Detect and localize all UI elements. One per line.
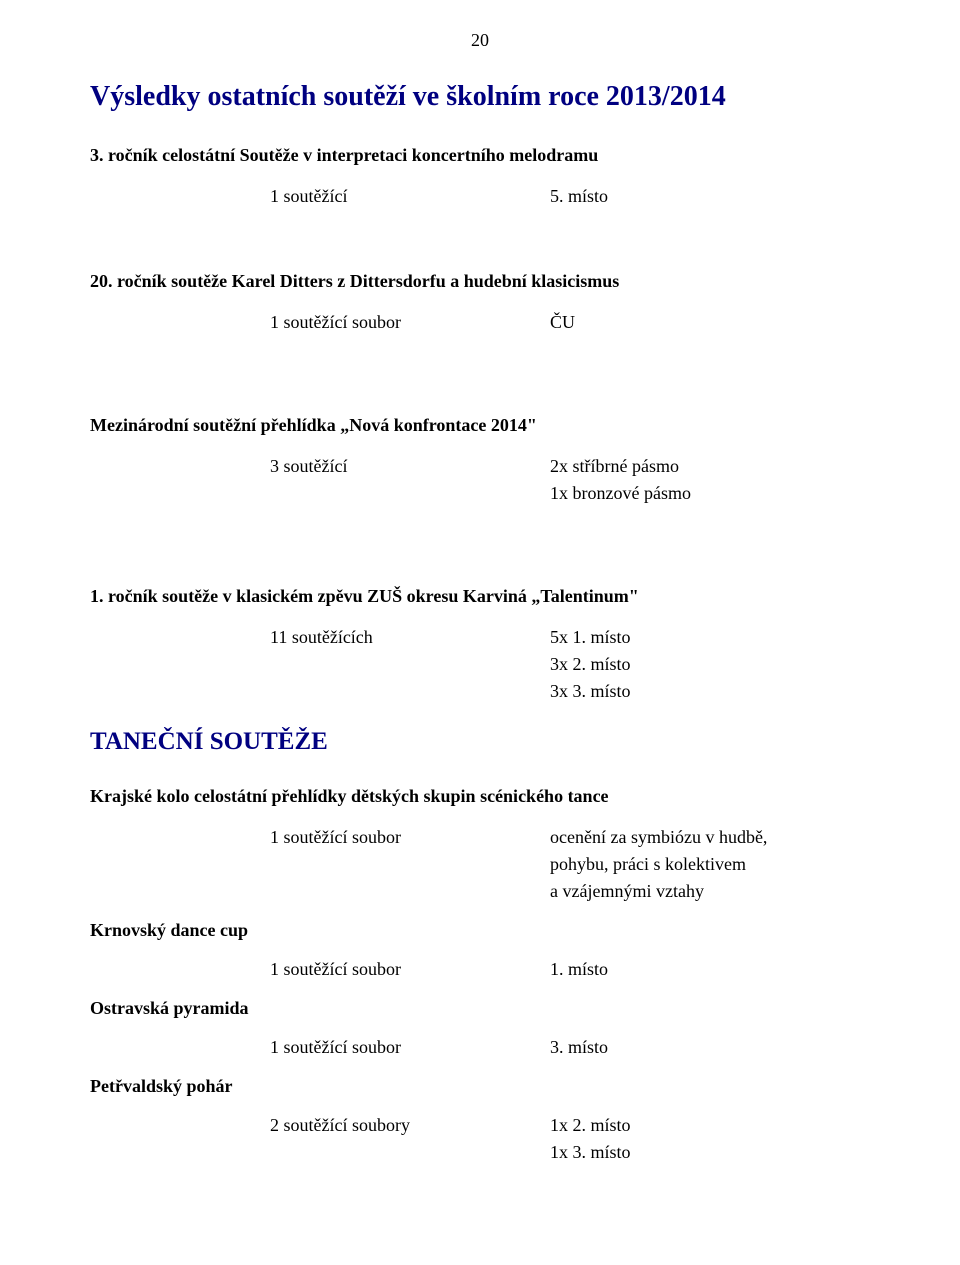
dance4-title: Petřvaldský pohár	[90, 1076, 870, 1097]
dance2-title: Krnovský dance cup	[90, 920, 870, 941]
comp1-row: 1 soutěžící 5. místo	[270, 186, 870, 207]
page-number: 20	[90, 30, 870, 51]
main-title: Výsledky ostatních soutěží ve školním ro…	[90, 81, 870, 113]
comp2-result: ČU	[550, 312, 870, 333]
dance2-row: 1 soutěžící soubor 1. místo	[270, 959, 870, 980]
dance3-result: 3. místo	[550, 1037, 870, 1058]
dance1-result1: ocenění za symbiózu v hudbě,	[550, 827, 870, 848]
dance3-title: Ostravská pyramida	[90, 998, 870, 1019]
comp3-row1: 3 soutěžící 2x stříbrné pásmo	[270, 456, 870, 477]
dance3-participants: 1 soutěžící soubor	[270, 1037, 550, 1058]
dance1-result3: a vzájemnými vztahy	[550, 881, 704, 902]
comp2-title: 20. ročník soutěže Karel Ditters z Ditte…	[90, 271, 870, 292]
comp4-row2: 3x 2. místo	[550, 654, 870, 675]
comp4-result3: 3x 3. místo	[550, 681, 631, 702]
comp3-title: Mezinárodní soutěžní přehlídka „Nová kon…	[90, 415, 870, 436]
comp4-row3: 3x 3. místo	[550, 681, 870, 702]
comp4-participants: 11 soutěžících	[270, 627, 550, 648]
comp3-row2: 1x bronzové pásmo	[550, 483, 870, 504]
comp4-result2: 3x 2. místo	[550, 654, 631, 675]
comp2-row: 1 soutěžící soubor ČU	[270, 312, 870, 333]
dance1-result2: pohybu, práci s kolektivem	[550, 854, 746, 875]
dance4-result1: 1x 2. místo	[550, 1115, 870, 1136]
comp3-result1: 2x stříbrné pásmo	[550, 456, 870, 477]
comp2-participants: 1 soutěžící soubor	[270, 312, 550, 333]
dance-section-title: TANEČNÍ SOUTĚŽE	[90, 728, 870, 756]
dance4-participants: 2 soutěžící soubory	[270, 1115, 550, 1136]
comp3-participants: 3 soutěžící	[270, 456, 550, 477]
dance1-row2: pohybu, práci s kolektivem	[550, 854, 870, 875]
dance4-row2: 1x 3. místo	[550, 1142, 870, 1163]
comp1-result: 5. místo	[550, 186, 870, 207]
comp1-participants: 1 soutěžící	[270, 186, 550, 207]
dance1-row3: a vzájemnými vztahy	[550, 881, 870, 902]
dance2-participants: 1 soutěžící soubor	[270, 959, 550, 980]
dance1-title: Krajské kolo celostátní přehlídky dětský…	[90, 786, 870, 807]
dance1-participants: 1 soutěžící soubor	[270, 827, 550, 848]
dance4-row1: 2 soutěžící soubory 1x 2. místo	[270, 1115, 870, 1136]
comp4-result1: 5x 1. místo	[550, 627, 870, 648]
dance3-row: 1 soutěžící soubor 3. místo	[270, 1037, 870, 1058]
dance4-result2: 1x 3. místo	[550, 1142, 631, 1163]
comp1-title: 3. ročník celostátní Soutěže v interpret…	[90, 145, 870, 166]
comp4-title: 1. ročník soutěže v klasickém zpěvu ZUŠ …	[90, 586, 870, 607]
dance2-result: 1. místo	[550, 959, 870, 980]
comp4-row1: 11 soutěžících 5x 1. místo	[270, 627, 870, 648]
dance1-row1: 1 soutěžící soubor ocenění za symbiózu v…	[270, 827, 870, 848]
comp3-result2: 1x bronzové pásmo	[550, 483, 691, 504]
